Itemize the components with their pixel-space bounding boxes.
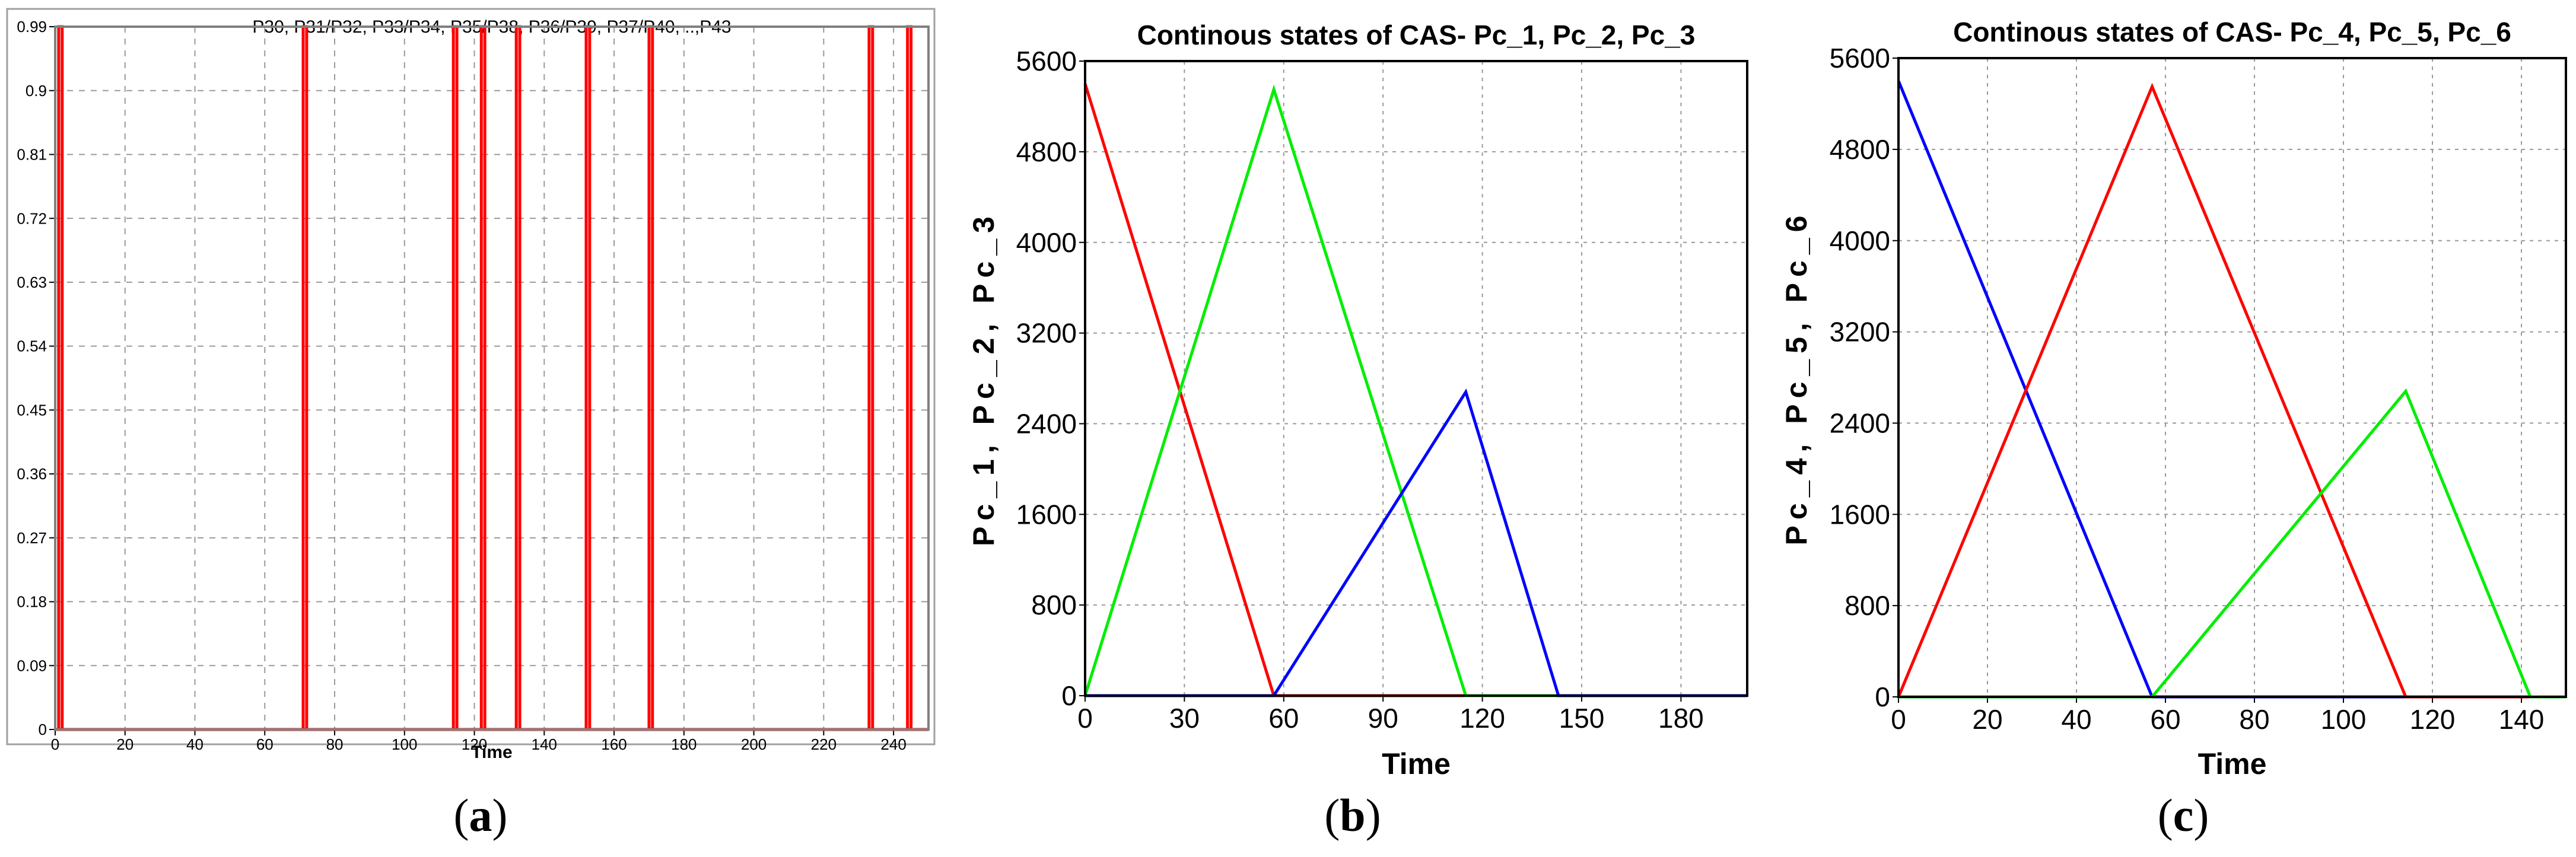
y-tick-label: 2400	[1016, 409, 1077, 439]
plot-frame	[1084, 60, 1748, 697]
x-tick-label: 240	[880, 735, 906, 753]
y-tick-label: 5600	[1830, 43, 1890, 74]
x-tick-label: 220	[811, 735, 837, 753]
x-tick-label: 40	[2061, 704, 2091, 735]
y-tick-label: 0.54	[17, 337, 47, 355]
y-tick-label: 0.81	[17, 146, 47, 164]
x-axis-label: Time	[2198, 747, 2267, 780]
x-tick-label: 200	[741, 735, 767, 753]
x-tick-label: 60	[1268, 703, 1299, 734]
y-tick-label: 0.36	[17, 465, 47, 483]
x-tick-label: 160	[601, 735, 626, 753]
y-tick-label: 800	[1031, 590, 1077, 620]
y-tick-label: 5600	[1016, 46, 1077, 77]
y-tick-label: 3200	[1016, 318, 1077, 349]
y-tick-label: 4000	[1016, 227, 1077, 258]
x-tick-label: 0	[51, 735, 59, 753]
x-tick-label: 180	[671, 735, 697, 753]
y-tick-label: 0.99	[17, 18, 47, 36]
y-tick-label: 0.63	[17, 273, 47, 291]
y-tick-label: 0.72	[17, 209, 47, 227]
y-tick-label: 3200	[1830, 317, 1890, 348]
x-tick-label: 90	[1368, 703, 1398, 734]
y-tick-label: 1600	[1830, 499, 1890, 530]
x-tick-label: 120	[1459, 703, 1505, 734]
x-tick-label: 60	[256, 735, 273, 753]
chart-1: P30, P31/P32, P33/P34, P35/P38, P36/P39,…	[6, 8, 936, 762]
chart-2: Continous states of CAS- Pc_1, Pc_2, Pc_…	[967, 20, 1748, 780]
y-axis-label: Pc_4, Pc_5, Pc_6	[1780, 210, 1813, 546]
x-tick-label: 80	[2239, 704, 2269, 735]
x-tick-label: 0	[1077, 703, 1093, 734]
x-tick-label: 150	[1559, 703, 1605, 734]
plot-area	[1898, 58, 2566, 697]
x-tick-label: 140	[2499, 704, 2545, 735]
x-tick-label: 100	[392, 735, 417, 753]
y-axis-label: Pc_1, Pc_2, Pc_3	[967, 211, 1000, 546]
y-tick-label: 4800	[1016, 136, 1077, 167]
x-tick-label: 80	[326, 735, 344, 753]
y-tick-label: 0.18	[17, 593, 47, 611]
x-tick-label: 120	[2410, 704, 2456, 735]
x-tick-label: 120	[462, 735, 487, 753]
plot-area	[55, 27, 928, 729]
x-tick-label: 20	[116, 735, 133, 753]
y-tick-label: 0	[1061, 680, 1077, 711]
y-tick-label: 0.27	[17, 529, 47, 547]
plot-frame	[54, 26, 930, 731]
chart-title: Continous states of CAS- Pc_1, Pc_2, Pc_…	[1137, 20, 1696, 50]
x-tick-label: 60	[2150, 704, 2180, 735]
y-tick-label: 800	[1844, 590, 1890, 621]
y-tick-label: 1600	[1016, 499, 1077, 530]
x-axis-label: Time	[471, 743, 512, 762]
plot-frame	[1897, 57, 2567, 698]
x-tick-label: 20	[1972, 704, 2002, 735]
chart-title: Continous states of CAS- Pc_4, Pc_5, Pc_…	[1953, 17, 2511, 47]
y-tick-label: 0.45	[17, 401, 47, 419]
x-tick-label: 0	[1891, 704, 1906, 735]
x-tick-label: 30	[1169, 703, 1200, 734]
caption-b: (b)	[1324, 789, 1381, 841]
x-tick-label: 140	[532, 735, 557, 753]
plot-area	[1085, 61, 1747, 696]
x-tick-label: 180	[1658, 703, 1704, 734]
caption-a: (a)	[453, 789, 508, 841]
caption-c: (c)	[2157, 789, 2209, 841]
y-tick-label: 0	[39, 721, 47, 738]
x-axis-label: Time	[1382, 747, 1451, 780]
y-tick-label: 4800	[1830, 134, 1890, 165]
x-tick-label: 100	[2321, 704, 2367, 735]
y-tick-label: 0.9	[26, 82, 47, 100]
y-tick-label: 2400	[1830, 408, 1890, 439]
x-tick-label: 40	[186, 735, 203, 753]
y-tick-label: 4000	[1830, 225, 1890, 256]
y-tick-label: 0	[1875, 681, 1890, 712]
chart-3: Continous states of CAS- Pc_4, Pc_5, Pc_…	[1780, 17, 2567, 780]
y-tick-label: 0.09	[17, 657, 47, 674]
